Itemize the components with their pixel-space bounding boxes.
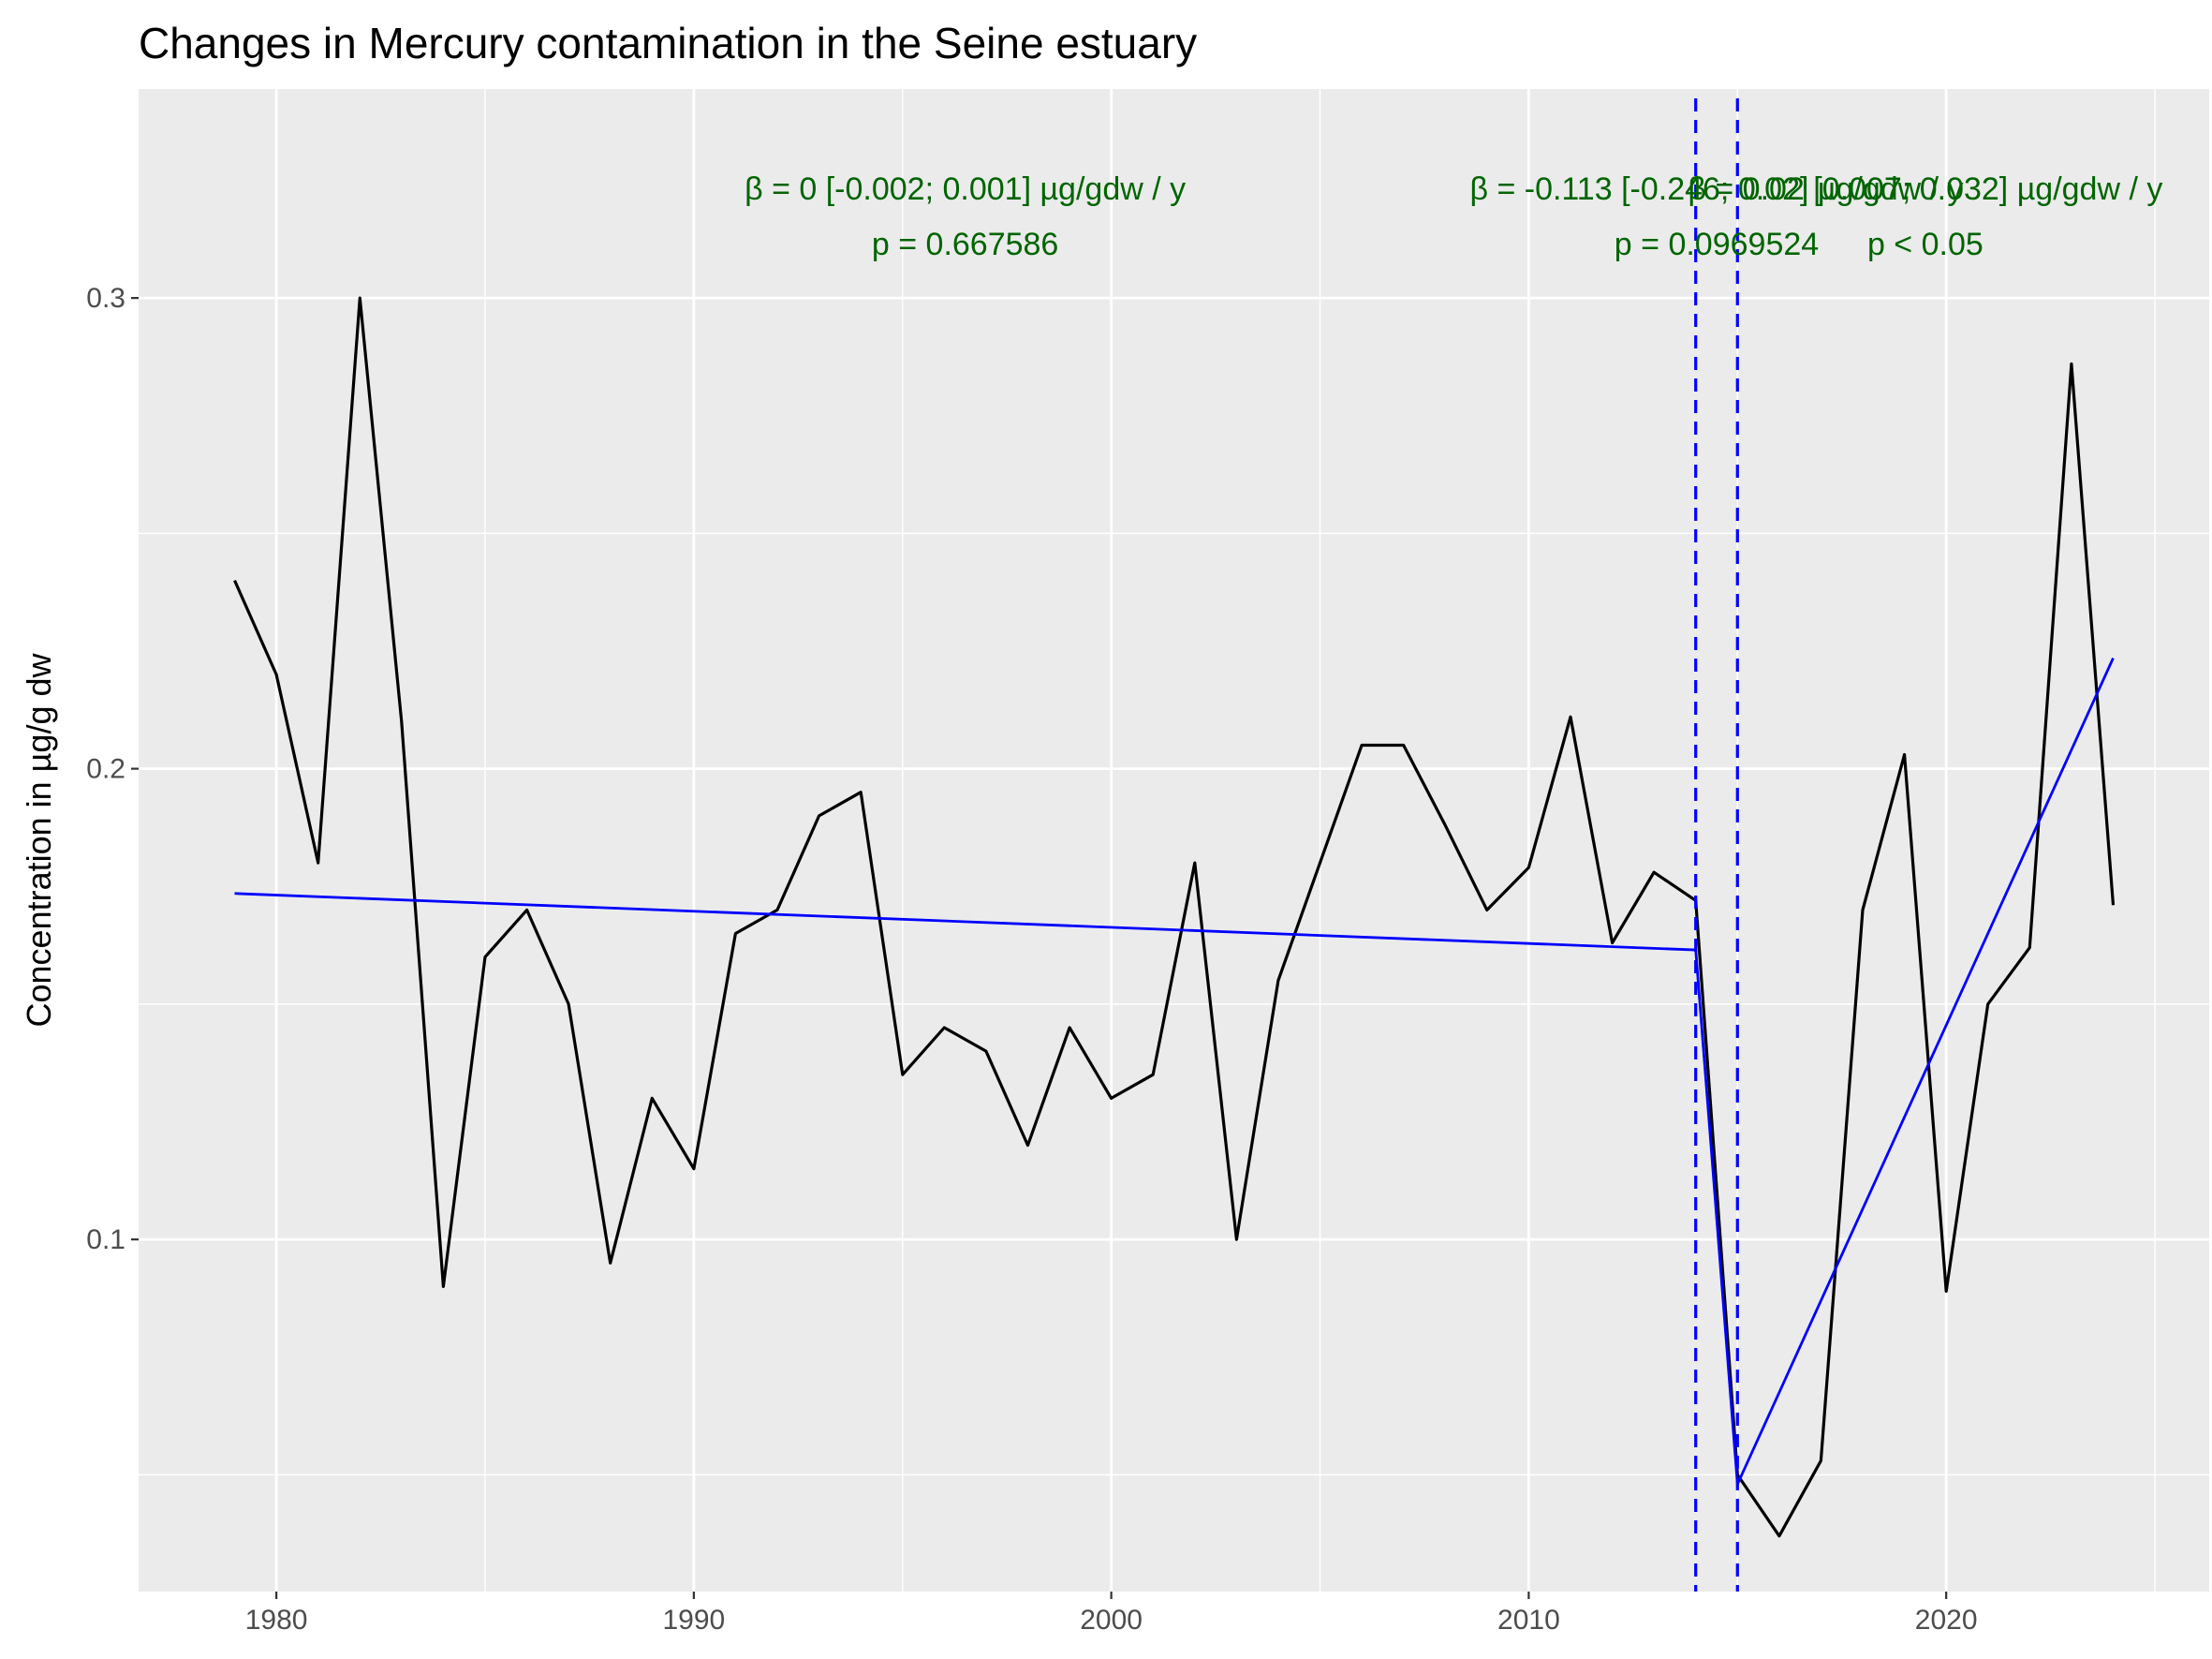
tick-labels: 1980 1990 2000 2010 2020 0.1 0.2 0.3 — [86, 283, 1977, 1636]
y-tick-label: 0.2 — [86, 754, 125, 785]
x-tick-label: 2020 — [1915, 1605, 1978, 1636]
plot-background — [139, 89, 2209, 1592]
major-gridlines — [139, 89, 2209, 1592]
x-tick-label: 2010 — [1497, 1605, 1560, 1636]
y-tick-label: 0.1 — [86, 1224, 125, 1255]
chart-title: Changes in Mercury contamination in the … — [139, 19, 1197, 67]
annotation-beta: β = -0.113 [-0.246; 0.02] µg/gdw / y — [1469, 171, 1963, 207]
x-tick-label: 2000 — [1080, 1605, 1143, 1636]
annotation-p-value: p < 0.05 — [1867, 227, 1983, 262]
data-layer — [233, 98, 2116, 1592]
annotation-p-value: p = 0.0969524 — [1615, 227, 1819, 262]
trend-line — [1736, 657, 2115, 1486]
y-axis-title: Concentration in µg/g dw — [20, 653, 58, 1028]
annotation-layer: β = 0 [-0.002; 0.001] µg/gdw / y p = 0.66… — [745, 171, 2162, 262]
x-tick-label: 1990 — [662, 1605, 725, 1636]
trend-line — [234, 892, 1696, 952]
annotation-p-value: p = 0.667586 — [872, 227, 1058, 262]
annotation-beta: β = 0 [-0.002; 0.001] µg/gdw / y — [745, 171, 1186, 207]
annotation-beta: β = 0.02 [0.007; 0.032] µg/gdw / y — [1688, 171, 2162, 207]
x-tick-label: 1980 — [245, 1605, 308, 1636]
trend-line — [1694, 949, 1739, 1485]
axis-ticks — [131, 297, 1948, 1599]
y-tick-label: 0.3 — [86, 283, 125, 314]
data-series-line — [233, 296, 2116, 1538]
